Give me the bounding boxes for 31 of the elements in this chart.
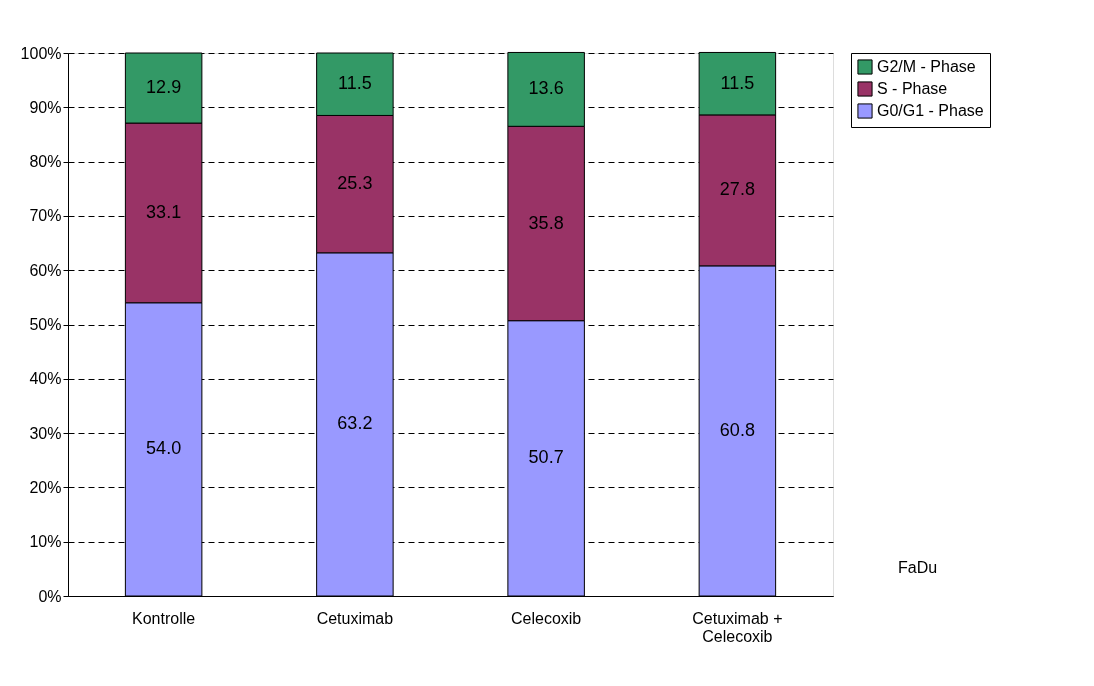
data-label: 63.2 (337, 413, 373, 434)
y-tick-label: 60% (29, 261, 62, 279)
data-label: 25.3 (337, 173, 373, 194)
y-tick-label: 30% (29, 424, 62, 442)
data-label: 60.8 (719, 419, 755, 440)
data-label: 50.7 (528, 447, 564, 468)
legend-label: S - Phase (877, 80, 948, 97)
x-tick-label: Celecoxib (510, 609, 582, 627)
data-label: 35.8 (528, 212, 564, 233)
y-tick-label: 70% (29, 207, 62, 225)
data-label: 27.8 (719, 179, 755, 200)
x-tick-label: Cetuximab + Celecoxib (692, 609, 783, 645)
y-tick-label: 80% (29, 153, 62, 171)
y-tick-label: 40% (29, 370, 62, 388)
data-label: 33.1 (146, 201, 182, 222)
data-label: 11.5 (338, 73, 372, 94)
y-tick-label: 20% (29, 478, 62, 496)
x-tick-label: Cetuximab (316, 609, 394, 627)
x-tick-label: Kontrolle (132, 609, 196, 627)
y-tick-label: 90% (29, 98, 62, 116)
data-label: 54.0 (146, 438, 182, 459)
data-label: 13.6 (528, 78, 564, 99)
legend-label: G2/M - Phase (877, 58, 976, 75)
data-label: 12.9 (146, 77, 182, 98)
legend-label: G0/G1 - Phase (877, 102, 984, 119)
data-label: 11.5 (720, 72, 755, 93)
text: FaDu (898, 559, 938, 576)
y-tick-label: 0% (38, 587, 62, 605)
y-tick-label: 50% (29, 316, 62, 333)
y-tick-label: 10% (29, 533, 62, 551)
y-tick-label: 100% (20, 44, 62, 62)
